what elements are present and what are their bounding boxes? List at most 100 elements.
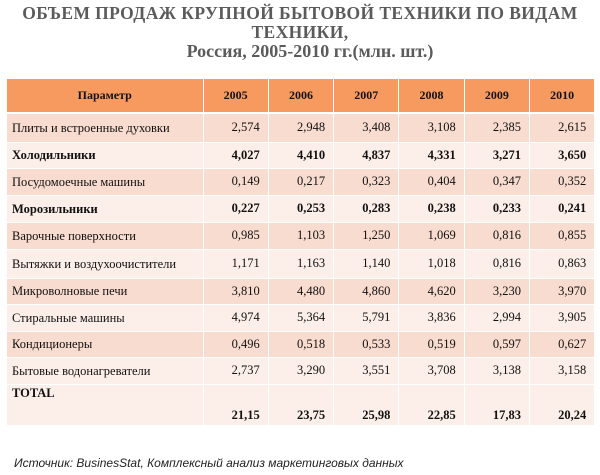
table-cell: 2,948 bbox=[268, 113, 335, 143]
table-cell: 0,518 bbox=[268, 331, 335, 358]
table-cell: 0,496 bbox=[203, 331, 269, 358]
table-cell: 3,650 bbox=[529, 142, 596, 169]
table-cell: 2,615 bbox=[529, 113, 596, 143]
table-cell: 3,551 bbox=[333, 357, 400, 385]
table-cell: 0,404 bbox=[398, 168, 465, 196]
sales-table: Параметр 2005 2006 2007 2008 2009 2010 П… bbox=[7, 79, 596, 426]
total-cell: 17,83 bbox=[464, 384, 530, 426]
table-cell: 4,620 bbox=[398, 278, 465, 305]
total-cell: 22,85 bbox=[398, 384, 465, 426]
table-header-row: Параметр 2005 2006 2007 2008 2009 2010 bbox=[7, 79, 596, 114]
table-cell: 0,253 bbox=[268, 195, 335, 223]
table-cell: 4,837 bbox=[333, 142, 400, 169]
table-cell: 0,241 bbox=[529, 195, 596, 223]
table-cell: 1,140 bbox=[333, 249, 400, 279]
table-cell: 0,533 bbox=[333, 331, 400, 358]
table-cell: 3,108 bbox=[398, 113, 465, 143]
table-cell: 3,271 bbox=[464, 142, 530, 169]
row-label: Варочные поверхности bbox=[7, 222, 204, 250]
table-cell: 0,149 bbox=[203, 168, 269, 196]
total-cell: 25,98 bbox=[333, 384, 400, 426]
header-year: 2007 bbox=[333, 79, 400, 114]
header-year: 2009 bbox=[464, 79, 530, 114]
table-cell: 3,836 bbox=[398, 304, 465, 332]
table-row: Бытовые водонагреватели 2,737 3,290 3,551 3,… bbox=[7, 357, 596, 385]
table-cell: 2,994 bbox=[464, 304, 530, 332]
table-cell: 3,408 bbox=[333, 113, 400, 143]
table-cell: 0,863 bbox=[529, 249, 596, 279]
row-label: Посудомоечные машины bbox=[7, 168, 204, 196]
header-year: 2005 bbox=[203, 79, 269, 114]
table-cell: 0,323 bbox=[333, 168, 400, 196]
table-cell: 1,069 bbox=[398, 222, 465, 250]
total-cell: 20,24 bbox=[529, 384, 596, 426]
table-cell: 1,018 bbox=[398, 249, 465, 279]
table-cell: 3,905 bbox=[529, 304, 596, 332]
title-line-2: ТЕХНИКИ, bbox=[251, 22, 349, 42]
title-line-3: Россия, 2005-2010 гг.(млн. шт.) bbox=[186, 41, 434, 61]
row-label: Стиральные машины bbox=[7, 304, 204, 332]
row-label: Морозильники bbox=[7, 195, 204, 223]
row-label: Микроволновые печи bbox=[7, 278, 204, 305]
table-cell: 0,283 bbox=[333, 195, 400, 223]
table-row: Посудомоечные машины 0,149 0,217 0,323 0,404… bbox=[7, 168, 596, 196]
table-cell: 5,791 bbox=[333, 304, 400, 332]
table-row: Плиты и встроенные духовки 2,574 2,948 3,40… bbox=[7, 113, 596, 143]
table-cell: 1,250 bbox=[333, 222, 400, 250]
source-note: Источник: BusinesStat, Комплексный анали… bbox=[14, 456, 404, 470]
row-label: Вытяжки и воздухоочистители bbox=[7, 249, 204, 279]
table-cell: 0,985 bbox=[203, 222, 269, 250]
header-year: 2008 bbox=[398, 79, 465, 114]
table-cell: 2,385 bbox=[464, 113, 530, 143]
table-cell: 4,410 bbox=[268, 142, 335, 169]
header-year: 2010 bbox=[529, 79, 596, 114]
title-line-1: ОБЪЕМ ПРОДАЖ КРУПНОЙ БЫТОВОЙ ТЕХНИКИ ПО … bbox=[22, 3, 578, 23]
table-row: Холодильники 4,027 4,410 4,837 4,331 3,271 3,6… bbox=[7, 142, 596, 169]
table-cell: 0,347 bbox=[464, 168, 530, 196]
table-cell: 5,364 bbox=[268, 304, 335, 332]
table-cell: 0,855 bbox=[529, 222, 596, 250]
table-cell: 4,027 bbox=[203, 142, 269, 169]
table-cell: 0,816 bbox=[464, 249, 530, 279]
table-cell: 4,860 bbox=[333, 278, 400, 305]
table-cell: 4,974 bbox=[203, 304, 269, 332]
total-cell: 21,15 bbox=[203, 384, 269, 426]
table-cell: 3,158 bbox=[529, 357, 596, 385]
table-cell: 0,233 bbox=[464, 195, 530, 223]
total-row: TOTAL 21,15 23,75 25,98 22,85 17,83 20,24 bbox=[7, 384, 596, 426]
table-cell: 1,103 bbox=[268, 222, 335, 250]
table-cell: 3,970 bbox=[529, 278, 596, 305]
table-cell: 0,519 bbox=[398, 331, 465, 358]
table-cell: 0,217 bbox=[268, 168, 335, 196]
table-cell: 1,171 bbox=[203, 249, 269, 279]
row-label: Плиты и встроенные духовки bbox=[7, 113, 204, 143]
table-row: Кондиционеры 0,496 0,518 0,533 0,519 0,597 0,6… bbox=[7, 331, 596, 358]
table-cell: 4,480 bbox=[268, 278, 335, 305]
header-parameter: Параметр bbox=[7, 79, 204, 114]
table-cell: 1,163 bbox=[268, 249, 335, 279]
page-title: ОБЪЕМ ПРОДАЖ КРУПНОЙ БЫТОВОЙ ТЕХНИКИ ПО … bbox=[0, 0, 600, 61]
table-cell: 4,331 bbox=[398, 142, 465, 169]
table-cell: 3,708 bbox=[398, 357, 465, 385]
table-cell: 0,816 bbox=[464, 222, 530, 250]
table-cell: 0,597 bbox=[464, 331, 530, 358]
table-row: Стиральные машины 4,974 5,364 5,791 3,836 2,9… bbox=[7, 304, 596, 332]
table-cell: 3,138 bbox=[464, 357, 530, 385]
total-label: TOTAL bbox=[7, 384, 204, 426]
table-cell: 0,238 bbox=[398, 195, 465, 223]
table-cell: 2,574 bbox=[203, 113, 269, 143]
table-cell: 0,227 bbox=[203, 195, 269, 223]
header-year: 2006 bbox=[268, 79, 335, 114]
table-cell: 3,810 bbox=[203, 278, 269, 305]
table-row: Вытяжки и воздухоочистители 1,171 1,163 1,1… bbox=[7, 249, 596, 279]
row-label: Бытовые водонагреватели bbox=[7, 357, 204, 385]
table-row: Микроволновые печи 3,810 4,480 4,860 4,620 3,… bbox=[7, 278, 596, 305]
row-label: Холодильники bbox=[7, 142, 204, 169]
row-label: Кондиционеры bbox=[7, 331, 204, 358]
table-cell: 2,737 bbox=[203, 357, 269, 385]
total-cell: 23,75 bbox=[268, 384, 335, 426]
table-row: Морозильники 0,227 0,253 0,283 0,238 0,233 0,2… bbox=[7, 195, 596, 223]
table-cell: 3,230 bbox=[464, 278, 530, 305]
table-row: Варочные поверхности 0,985 1,103 1,250 1,069… bbox=[7, 222, 596, 250]
table-cell: 3,290 bbox=[268, 357, 335, 385]
